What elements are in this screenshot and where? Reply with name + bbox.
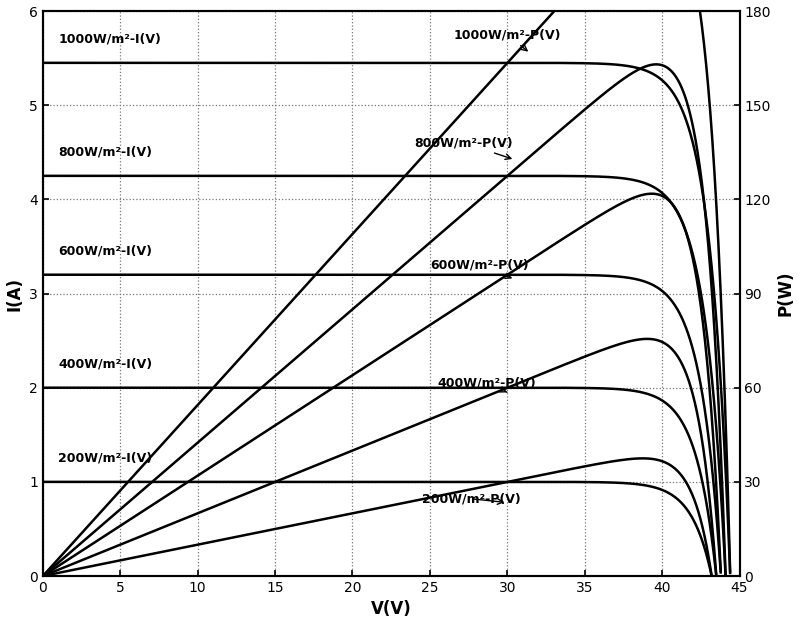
Text: 1000W/m²-P(V): 1000W/m²-P(V) xyxy=(453,28,561,51)
X-axis label: V(V): V(V) xyxy=(371,600,411,618)
Text: 600W/m²-P(V): 600W/m²-P(V) xyxy=(430,259,529,278)
Text: 1000W/m²-I(V): 1000W/m²-I(V) xyxy=(58,33,162,46)
Text: 400W/m²-P(V): 400W/m²-P(V) xyxy=(438,376,536,392)
Text: 600W/m²-I(V): 600W/m²-I(V) xyxy=(58,245,152,258)
Text: 800W/m²-I(V): 800W/m²-I(V) xyxy=(58,146,152,159)
Text: 200W/m²-I(V): 200W/m²-I(V) xyxy=(58,452,153,465)
Y-axis label: I(A): I(A) xyxy=(6,276,23,311)
Text: 400W/m²-I(V): 400W/m²-I(V) xyxy=(58,358,153,371)
Text: 800W/m²-P(V): 800W/m²-P(V) xyxy=(414,137,513,159)
Y-axis label: P(W): P(W) xyxy=(777,271,794,316)
Text: 200W/m²-P(V): 200W/m²-P(V) xyxy=(422,492,521,505)
